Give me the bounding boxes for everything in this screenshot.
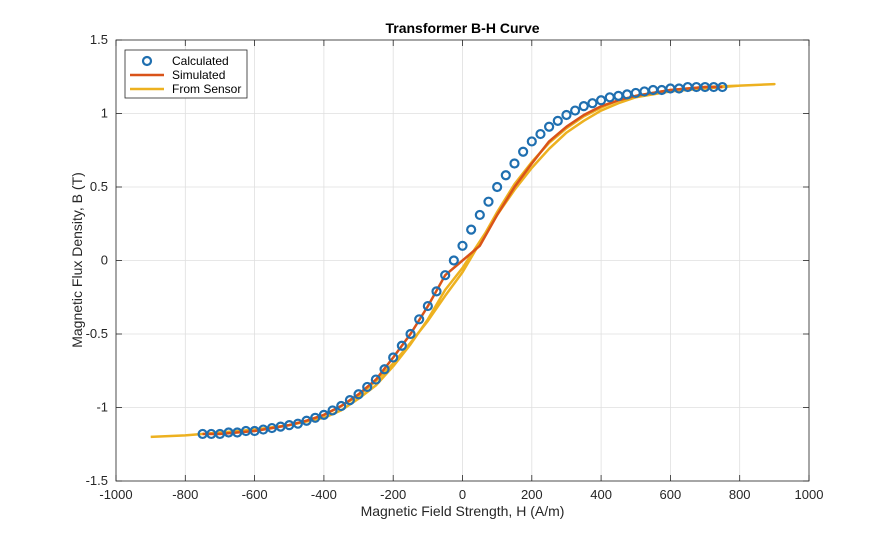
data-point-calculated (431, 286, 442, 297)
data-point-calculated (336, 400, 347, 412)
y-tick-label: 1 (101, 106, 108, 121)
y-axis-label: Magnetic Flux Density, B (T) (69, 172, 85, 348)
data-point-calculated (518, 146, 529, 157)
legend-label-from-sensor: From Sensor (172, 82, 241, 96)
data-point-calculated (370, 374, 381, 385)
y-tick-label: 1.5 (90, 32, 108, 47)
data-point-calculated (396, 340, 407, 351)
data-point-calculated (526, 136, 537, 147)
data-point-calculated (483, 196, 494, 207)
x-tick-label: -600 (242, 487, 268, 502)
data-point-calculated (509, 158, 520, 169)
data-point-calculated (474, 209, 485, 221)
data-point-calculated (414, 314, 425, 325)
data-point-calculated (379, 364, 390, 375)
x-tick-label: -1000 (99, 487, 132, 502)
ticks: -1000 -800 -600 -400 -200 0 200 400 600 800 1000 -1… (86, 32, 824, 502)
data-point-calculated (422, 300, 433, 312)
data-point-calculated (578, 101, 589, 112)
data-point-calculated (552, 115, 563, 126)
chart-title: Transformer B-H Curve (385, 20, 539, 36)
data-point-calculated (466, 224, 477, 235)
data-point-calculated (440, 270, 451, 281)
data-point-calculated (405, 328, 416, 340)
y-tick-label: 0.5 (90, 179, 108, 194)
data-point-calculated (570, 105, 581, 116)
data-point-calculated (310, 412, 321, 423)
data-point-calculated (388, 352, 399, 363)
x-tick-label: 800 (729, 487, 751, 502)
legend: Calculated Simulated From Sensor (124, 49, 248, 99)
series-calculated (197, 81, 728, 440)
data-point-calculated (544, 121, 555, 132)
series-layer (150, 81, 776, 440)
legend-marker-calculated (141, 55, 153, 67)
y-tick-label: -0.5 (86, 326, 108, 341)
data-point-calculated (492, 181, 503, 193)
data-point-calculated (362, 381, 373, 393)
y-tick-label: -1 (96, 400, 108, 415)
x-tick-label: 1000 (795, 487, 824, 502)
data-point-calculated (448, 255, 459, 266)
x-tick-label: -400 (311, 487, 337, 502)
y-tick-label: -1.5 (86, 473, 108, 488)
legend-label-calculated: Calculated (172, 54, 229, 68)
data-point-calculated (292, 418, 304, 429)
data-point-calculated (595, 95, 607, 106)
data-point-calculated (353, 389, 364, 400)
data-point-calculated (717, 81, 728, 93)
data-point-calculated (587, 98, 598, 109)
data-point-calculated (318, 409, 329, 420)
data-point-calculated (301, 415, 312, 426)
data-point-calculated (535, 128, 546, 140)
x-axis-label: Magnetic Field Strength, H (A/m) (361, 503, 565, 519)
x-tick-label: -200 (380, 487, 406, 502)
x-tick-label: 400 (590, 487, 612, 502)
data-point-calculated (561, 109, 572, 121)
data-point-calculated (344, 395, 355, 406)
x-tick-label: -800 (172, 487, 198, 502)
x-tick-label: 600 (660, 487, 682, 502)
data-point-calculated (500, 170, 511, 181)
legend-label-simulated: Simulated (172, 68, 225, 82)
y-tick-label: 0 (101, 253, 108, 268)
x-tick-label: 0 (459, 487, 466, 502)
data-point-calculated (457, 240, 468, 251)
data-point-calculated (327, 405, 338, 416)
x-tick-label: 200 (521, 487, 543, 502)
